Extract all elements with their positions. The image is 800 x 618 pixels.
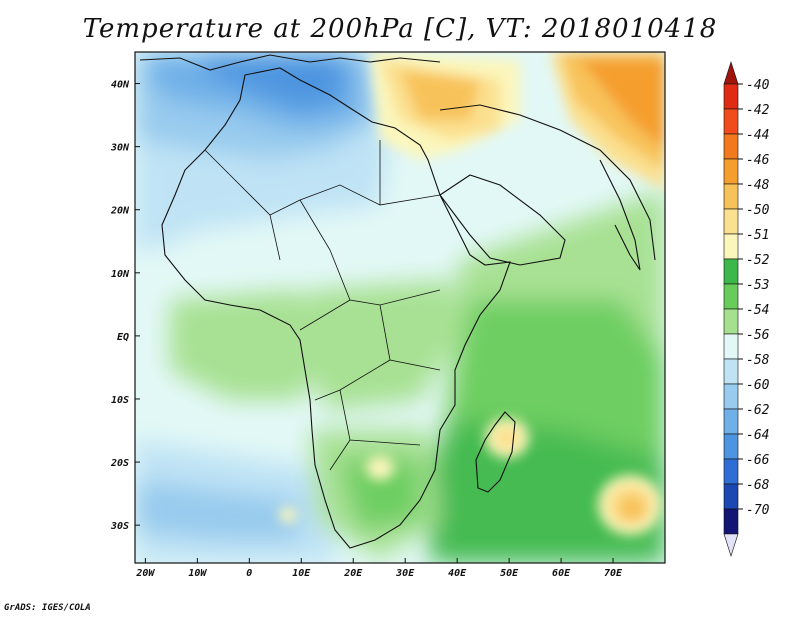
africa-coastline (161, 67, 511, 549)
longitude-axis: 20W 10W 0 10E 20E 30E 40E 50E 60E 70E (135, 558, 623, 579)
colorbar-swatch (723, 233, 739, 260)
lon-tick-label: 10E (292, 568, 311, 579)
temperature-field (135, 52, 665, 563)
colorbar-swatch (723, 358, 739, 385)
colorbar-label: -70 (746, 503, 770, 518)
lon-tick-label: 10W (188, 568, 207, 579)
colorbar-max-arrow (723, 61, 739, 85)
colorbar-label: -60 (746, 378, 770, 393)
colorbar-label: -46 (746, 153, 770, 168)
colorbar-swatch (723, 458, 739, 485)
colorbar-label: -48 (746, 178, 770, 193)
lon-tick-label: 50E (500, 568, 519, 579)
colorbar-swatch (723, 333, 739, 360)
colorbar-swatch (723, 433, 739, 460)
footer-credit: GrADS: IGES/COLA (4, 603, 91, 613)
lon-tick-label: 20W (135, 568, 155, 579)
lon-tick-label: 0 (246, 568, 252, 579)
colorbar-label: -66 (746, 453, 770, 468)
colorbar-swatch (723, 83, 739, 110)
europe-coastline (139, 54, 441, 71)
colorbar-label: -42 (746, 103, 770, 118)
colorbar-swatch (723, 133, 739, 160)
map-title: Temperature at 200hPa [C], VT: 201801041… (82, 14, 718, 44)
colorbar-swatch (723, 283, 739, 310)
colorbar-label: -51 (746, 228, 769, 243)
colorbar-label: -58 (746, 353, 770, 368)
colorbar-swatch (723, 308, 739, 335)
colorbar-label: -44 (746, 128, 769, 143)
colorbar-label: -54 (746, 303, 769, 318)
colorbar-label: -64 (746, 428, 769, 443)
colorbar-swatch (723, 258, 739, 285)
lat-tick-label: 10N (111, 269, 130, 280)
lat-tick-label: EQ (117, 332, 129, 343)
colorbar-label: -40 (746, 78, 770, 93)
lon-tick-label: 70E (604, 568, 623, 579)
colorbar-swatch (723, 408, 739, 435)
borders (204, 140, 441, 471)
lon-tick-label: 20E (343, 568, 363, 579)
colorbar-swatch (723, 183, 739, 210)
madagascar-coastline (475, 411, 516, 493)
colorbar-label: -68 (746, 478, 770, 493)
colorbar-label: -50 (746, 203, 770, 218)
colorbar-label: -56 (746, 328, 770, 343)
lat-tick-label: 20N (110, 206, 130, 217)
lat-tick-label: 30N (110, 143, 130, 154)
lat-tick-label: 30S (110, 521, 129, 532)
colorbar: -40 -42 -44 -46 -48 -50 -51 -52 -53 -54 -56 -58 -60 -… (723, 61, 770, 557)
map-frame (134, 51, 666, 564)
lon-tick-label: 60E (552, 568, 571, 579)
colorbar-label: -52 (746, 253, 770, 268)
colorbar-swatch (723, 508, 739, 535)
colorbar-swatch (723, 158, 739, 185)
india-coastline (599, 159, 641, 271)
colorbar-swatch (723, 208, 739, 235)
latitude-axis: 40N 30N 20N 10N EQ 10S 20S 30S (110, 80, 140, 532)
colorbar-swatch (723, 108, 739, 135)
asia-coastline (439, 104, 656, 261)
colorbar-min-arrow (723, 533, 739, 557)
colorbar-swatch (723, 383, 739, 410)
lat-tick-label: 10S (111, 395, 129, 406)
lat-tick-label: 40N (111, 80, 130, 91)
colorbar-swatch (723, 483, 739, 510)
arabia-coastline (439, 174, 566, 266)
colorbar-label: -62 (746, 403, 770, 418)
lon-tick-label: 40E (448, 568, 467, 579)
coastlines (139, 54, 656, 549)
lat-tick-label: 20S (110, 458, 129, 469)
colorbar-label: -53 (746, 278, 769, 293)
lon-tick-label: 30E (395, 568, 415, 579)
